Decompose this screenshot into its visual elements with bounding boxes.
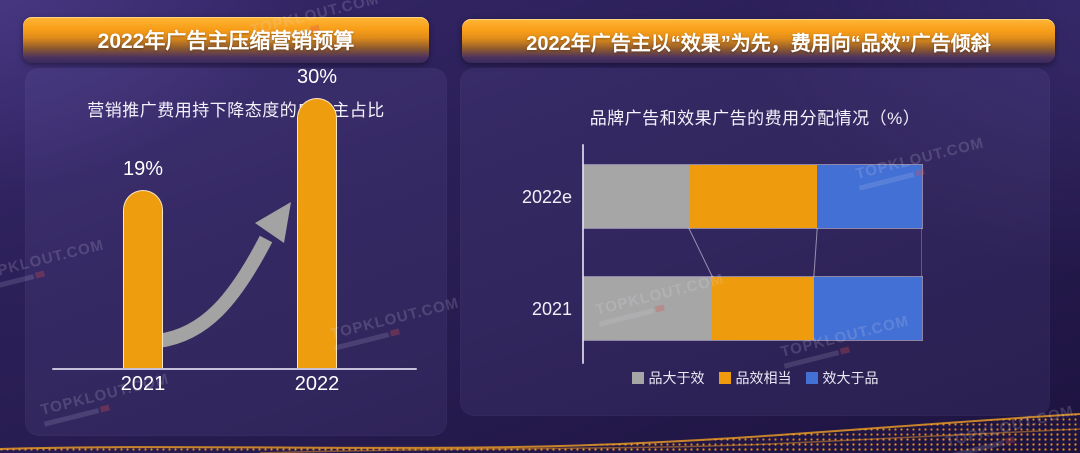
bar-value-label: 30% (296, 66, 338, 88)
bar (123, 190, 163, 368)
panel-header-right-title: 2022年广告主以“效果”为先，费用向“品效”广告倾斜 (526, 32, 991, 55)
legend-swatch (805, 372, 818, 384)
row-category-label: 2022e (521, 187, 572, 207)
x-axis-line (52, 368, 417, 370)
legend-label: 品效相当 (735, 370, 792, 386)
connector-line (814, 228, 817, 277)
panel-header-left: 2022年广告主压缩营销预算 (23, 17, 429, 63)
bar-category-label: 2021 (120, 373, 166, 395)
stacked-bar-chart-allocation: 2022e 2021 (460, 68, 1050, 416)
bar-segment (817, 165, 922, 228)
card-budget-allocation: 品牌广告和效果广告的费用分配情况（%） 2022e 2021 品大于效 品效相当 效大… (460, 68, 1050, 416)
stacked-bar-row (583, 164, 923, 229)
growth-arrow-icon (156, 202, 291, 348)
connector-line (689, 228, 713, 277)
legend-label: 品大于效 (648, 370, 705, 386)
bar-segment (813, 277, 922, 340)
bar-chart-budget: 19% 2021 30% 2022 (25, 66, 447, 395)
legend-item: 品大于效 (631, 368, 705, 388)
chart-legend: 品大于效 品效相当 效大于品 (460, 368, 1050, 388)
panel-header-left-title: 2022年广告主压缩营销预算 (97, 30, 355, 53)
legend-item: 效大于品 (805, 368, 879, 388)
row-category-label: 2021 (531, 299, 572, 319)
bar-segment (584, 165, 689, 228)
bar-column: 19% 2021 (98, 66, 188, 395)
legend-swatch (718, 372, 731, 384)
bar-segment (584, 277, 713, 340)
panel-header-right: 2022年广告主以“效果”为先，费用向“品效”广告倾斜 (462, 19, 1055, 63)
legend-swatch (631, 372, 644, 384)
card-budget-cut: 营销推广费用持下降态度的广告主占比 19% 2021 30% 2022 (25, 66, 447, 436)
mesh-wave-decoration (0, 413, 1080, 453)
chart-title-right: 品牌广告和效果广告的费用分配情况（%） (589, 109, 921, 128)
bar-value-label: 19% (122, 158, 164, 180)
bar (297, 98, 337, 368)
bar-column: 30% 2022 (272, 66, 362, 395)
bar-category-label: 2022 (294, 373, 340, 395)
legend-label: 效大于品 (822, 370, 879, 386)
bar-segment (688, 165, 818, 228)
bar-segment (712, 277, 814, 340)
series-connector-lines (584, 228, 922, 277)
y-axis-line (582, 144, 584, 364)
stacked-bar-row (583, 276, 923, 341)
legend-item: 品效相当 (718, 368, 792, 388)
